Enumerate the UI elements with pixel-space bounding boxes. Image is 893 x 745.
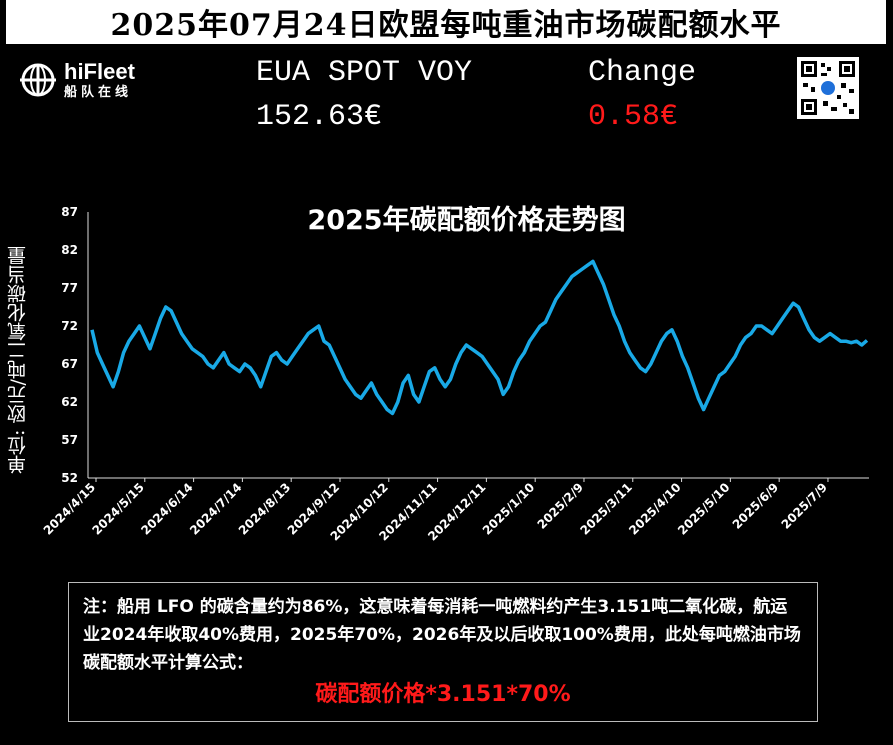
x-tick-label: 2024/12/11 [425,480,488,543]
x-tick-label: 2025/1/10 [480,480,537,537]
formula-note: 注：船用 LFO 的碳含量约为86%，这意味着每消耗一吨燃料约产生3.151吨二… [68,582,818,722]
eua-label: EUA SPOT VOY [256,56,473,90]
change-value: 0.58€ [588,100,679,134]
hifleet-logo[interactable]: hiFleet 船队在线 [18,58,168,102]
chart-title: 2025年碳配额价格走势图 [307,205,626,236]
x-tick-label: 2025/3/11 [577,480,634,537]
x-tick-label: 2024/9/12 [285,480,342,537]
logo-subtitle: 船队在线 [64,85,133,100]
y-tick-label: 57 [61,433,78,447]
y-tick-label: 67 [61,357,78,371]
y-tick-label: 82 [61,243,78,257]
y-tick-label: 52 [61,471,78,485]
series-line [90,259,869,416]
x-tick-label: 2025/5/10 [675,480,732,537]
globe-icon [20,63,56,97]
y-tick-label: 72 [61,319,78,333]
x-tick-label: 2024/7/14 [187,480,244,537]
qr-code-icon[interactable] [797,57,859,119]
note-text: 注：船用 LFO 的碳含量约为86%，这意味着每消耗一吨燃料约产生3.151吨二… [83,597,801,673]
formula-text: 碳配额价格*3.151*70% [315,682,571,707]
eua-value: 152.63€ [256,100,383,134]
x-tick-label: 2024/10/12 [328,480,391,543]
y-tick-label: 62 [61,395,78,409]
x-tick-label: 2025/2/9 [535,480,587,532]
x-tick-label: 2025/4/10 [626,480,683,537]
logo-name: hiFleet [64,59,135,84]
x-tick-label: 2024/8/13 [236,480,293,537]
y-axis-label: 单位: 欧元/吨二氧化碳当量 [7,246,29,474]
x-tick-label: 2024/11/11 [376,480,439,543]
x-tick-label: 2024/6/14 [138,480,195,537]
x-tick-label: 2025/6/9 [730,480,782,532]
x-tick-label: 2024/5/15 [89,480,146,537]
page-title: 2025年07月24日欧盟每吨重油市场碳配额水平 [6,0,886,44]
change-label: Change [588,56,697,90]
x-tick-label: 2024/4/15 [41,480,98,537]
y-tick-label: 77 [61,281,78,295]
x-tick-label: 2025/7/9 [779,480,831,532]
